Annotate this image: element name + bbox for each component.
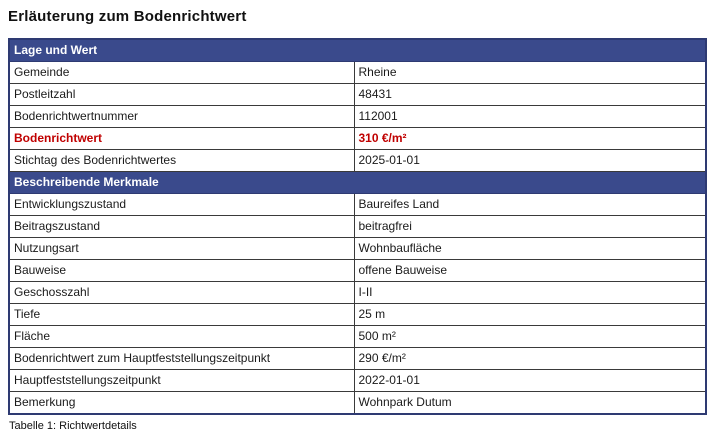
table-row: Bodenrichtwertnummer 112001 bbox=[8, 105, 707, 128]
table-caption: Tabelle 1: Richtwertdetails bbox=[9, 420, 137, 432]
table-row: Beitragszustand beitragfrei bbox=[8, 215, 707, 238]
row-value: 310 €/m² bbox=[353, 127, 707, 150]
row-value: 48431 bbox=[353, 83, 707, 106]
section-header-row: Beschreibende Merkmale bbox=[8, 171, 707, 194]
row-label: Hauptfeststellungszeitpunkt bbox=[8, 369, 355, 392]
table-row: Bemerkung Wohnpark Dutum bbox=[8, 391, 707, 415]
table-row: Nutzungsart Wohnbaufläche bbox=[8, 237, 707, 260]
section-header-label: Beschreibende Merkmale bbox=[8, 171, 707, 194]
row-value: Wohnpark Dutum bbox=[353, 391, 707, 415]
section-header-row: Lage und Wert bbox=[8, 38, 707, 62]
row-label: Bodenrichtwert bbox=[8, 127, 355, 150]
row-label: Bodenrichtwert zum Hauptfeststellungszei… bbox=[8, 347, 355, 370]
row-value: Baureifes Land bbox=[353, 193, 707, 216]
row-value: 2022-01-01 bbox=[353, 369, 707, 392]
section-header-label: Lage und Wert bbox=[8, 38, 707, 62]
table-row-bodenrichtwert: Bodenrichtwert 310 €/m² bbox=[8, 127, 707, 150]
page-title: Erläuterung zum Bodenrichtwert bbox=[8, 8, 247, 25]
row-label: Nutzungsart bbox=[8, 237, 355, 260]
row-value: 500 m² bbox=[353, 325, 707, 348]
row-value: I-II bbox=[353, 281, 707, 304]
row-label: Bauweise bbox=[8, 259, 355, 282]
table-row: Entwicklungszustand Baureifes Land bbox=[8, 193, 707, 216]
table-row: Gemeinde Rheine bbox=[8, 61, 707, 84]
row-label: Geschosszahl bbox=[8, 281, 355, 304]
row-label: Postleitzahl bbox=[8, 83, 355, 106]
row-label: Tiefe bbox=[8, 303, 355, 326]
table-row: Bauweise offene Bauweise bbox=[8, 259, 707, 282]
table-row: Hauptfeststellungszeitpunkt 2022-01-01 bbox=[8, 369, 707, 392]
row-value: 25 m bbox=[353, 303, 707, 326]
richtwert-table: Lage und Wert Gemeinde Rheine Postleitza… bbox=[8, 38, 707, 415]
table-row: Fläche 500 m² bbox=[8, 325, 707, 348]
row-label: Bemerkung bbox=[8, 391, 355, 415]
row-label: Gemeinde bbox=[8, 61, 355, 84]
row-value: 2025-01-01 bbox=[353, 149, 707, 172]
row-value: Wohnbaufläche bbox=[353, 237, 707, 260]
table-row: Tiefe 25 m bbox=[8, 303, 707, 326]
row-value: offene Bauweise bbox=[353, 259, 707, 282]
row-value: Rheine bbox=[353, 61, 707, 84]
table-row: Postleitzahl 48431 bbox=[8, 83, 707, 106]
row-label: Stichtag des Bodenrichtwertes bbox=[8, 149, 355, 172]
table-row: Geschosszahl I-II bbox=[8, 281, 707, 304]
row-value: 290 €/m² bbox=[353, 347, 707, 370]
table-row: Stichtag des Bodenrichtwertes 2025-01-01 bbox=[8, 149, 707, 172]
row-value: 112001 bbox=[353, 105, 707, 128]
row-label: Bodenrichtwertnummer bbox=[8, 105, 355, 128]
table-row: Bodenrichtwert zum Hauptfeststellungszei… bbox=[8, 347, 707, 370]
row-label: Entwicklungszustand bbox=[8, 193, 355, 216]
row-label: Fläche bbox=[8, 325, 355, 348]
row-value: beitragfrei bbox=[353, 215, 707, 238]
row-label: Beitragszustand bbox=[8, 215, 355, 238]
